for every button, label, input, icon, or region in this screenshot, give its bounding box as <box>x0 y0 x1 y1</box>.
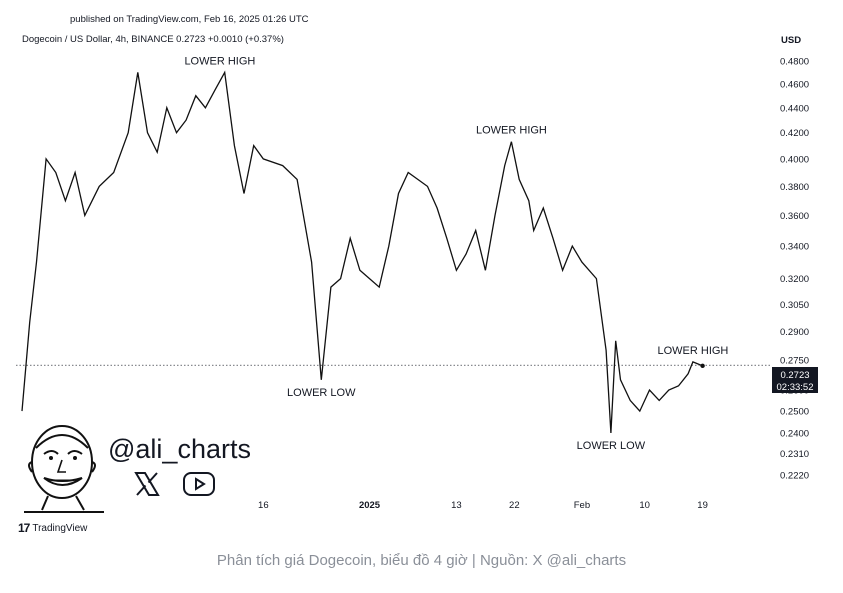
y-tick-label: 0.2500 <box>780 407 809 418</box>
x-tick-label: 22 <box>509 500 520 511</box>
y-tick-label: 0.4400 <box>780 103 809 114</box>
x-tick-label: 19 <box>697 500 708 511</box>
price-tag-countdown: 02:33:52 <box>777 382 814 393</box>
y-tick-label: 0.4800 <box>780 57 809 68</box>
series-line <box>21 70 703 434</box>
youtube-play-icon[interactable] <box>182 471 216 497</box>
image-caption: Phân tích giá Dogecoin, biểu đồ 4 giờ | … <box>216 552 627 569</box>
y-axis: 0.4800 0.4600 0.4400 0.4200 0.4000 0.3800 0.36… <box>780 57 809 482</box>
published-note: published on TradingView.com, Feb 16, 20… <box>70 14 309 25</box>
y-tick-label: 0.2900 <box>780 327 809 338</box>
tradingview-wordmark: TradingView <box>32 522 88 534</box>
x-tick-label: 10 <box>639 500 650 511</box>
y-tick-label: 0.3050 <box>780 300 809 311</box>
y-tick-label: 0.4600 <box>780 79 809 90</box>
y-tick-label: 0.3200 <box>780 274 809 285</box>
y-tick-label: 0.2310 <box>780 449 809 460</box>
y-tick-label: 0.4000 <box>780 154 809 165</box>
x-tick-label: 13 <box>451 500 462 511</box>
y-tick-label: 0.3800 <box>780 182 809 193</box>
y-tick-label: 0.2220 <box>780 470 809 481</box>
x-tick-label: Feb <box>574 500 590 511</box>
x-axis: 16 2025 13 22 Feb 10 19 <box>258 500 708 511</box>
annotation-label: LOWER LOW <box>577 440 646 452</box>
annotation-label: LOWER HIGH <box>476 125 547 137</box>
price-tag-box <box>772 367 818 393</box>
currency-label: USD <box>781 35 802 46</box>
y-tick-label: 0.2400 <box>780 428 809 439</box>
author-handle: @ali_charts <box>108 434 251 464</box>
price-tag-value: 0.2723 <box>780 370 809 381</box>
series-last-point <box>700 363 705 369</box>
tradingview-mark-icon: 17 <box>18 521 30 535</box>
y-tick-label: 0.4200 <box>780 128 809 139</box>
annotation-label: LOWER HIGH <box>657 345 728 357</box>
symbol-info: Dogecoin / US Dollar, 4h, BINANCE 0.2723… <box>22 34 284 45</box>
y-tick-label: 0.3400 <box>780 242 809 253</box>
price-tag: 0.2723 02:33:52 <box>772 367 818 393</box>
x-tick-label: 2025 <box>359 500 381 511</box>
annotation-label: LOWER HIGH <box>184 55 255 67</box>
y-tick-label: 0.3600 <box>780 211 809 222</box>
annotation-label: LOWER LOW <box>287 387 356 399</box>
avatar-icon <box>24 425 104 513</box>
x-tick-label: 16 <box>258 500 269 511</box>
y-tick-label: 0.2750 <box>780 355 809 366</box>
tradingview-logo: 17 TradingView <box>18 521 87 535</box>
chart-annotations: LOWER HIGH LOWER LOW LOWER HIGH LOWER LOW LO… <box>184 55 728 452</box>
x-logo-icon[interactable] <box>133 470 161 498</box>
